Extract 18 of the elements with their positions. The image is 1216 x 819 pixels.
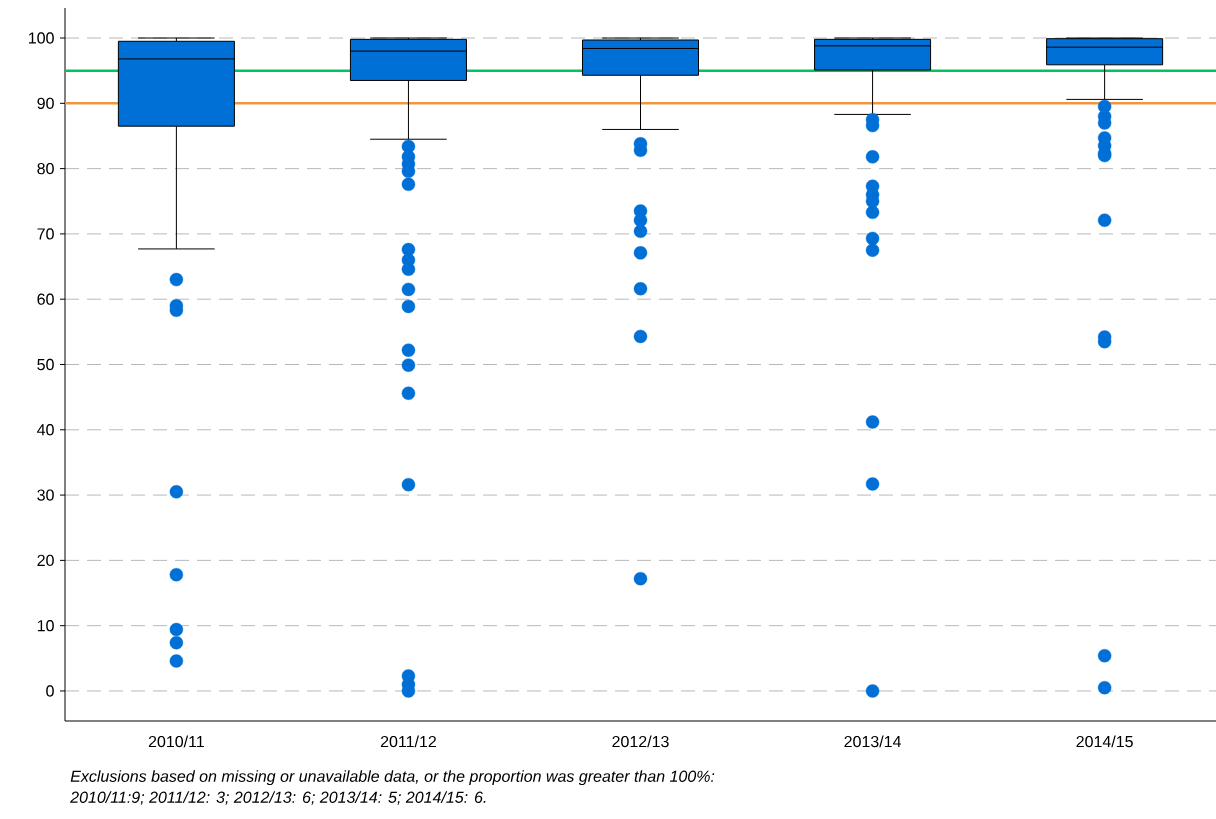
y-tick-label: 90 xyxy=(37,97,54,109)
y-tick-label: 50 xyxy=(37,358,54,371)
x-tick-label: 2011/12 xyxy=(380,735,436,748)
y-tick-label: 20 xyxy=(37,554,54,567)
y-tick-label: 80 xyxy=(37,162,54,175)
y-tick-label: 30 xyxy=(37,489,54,501)
text: Exclusions based on missing or unavailable data, or the proportion was greater than 100%: xyxy=(70,770,715,786)
y-tick-label: 10 xyxy=(37,620,54,632)
y-tick-label: 60 xyxy=(37,293,54,305)
y-tick-label: 0 xyxy=(46,685,54,697)
x-tick-label: 2014/15 xyxy=(1076,735,1133,748)
y-tick-label: 40 xyxy=(37,424,54,436)
x-tick-label: 2012/13 xyxy=(612,735,669,748)
text: 2010/11:9; 2011/12: 3; 2012/13: 6; 2013/14: 5; 2014/15: 6. xyxy=(70,791,486,805)
y-tick-label: 100 xyxy=(28,32,54,44)
x-tick-label: 2013/14 xyxy=(844,735,902,748)
x-tick-label: 2010/11 xyxy=(148,735,204,748)
y-tick-label: 70 xyxy=(37,228,54,240)
